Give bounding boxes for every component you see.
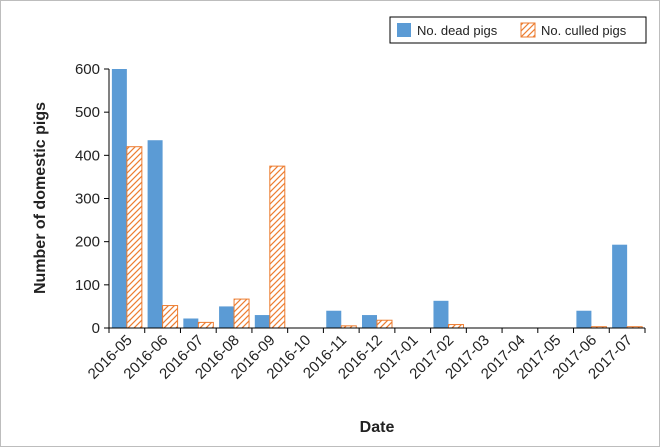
x-axis: 2016-052016-062016-072016-082016-092016-… — [85, 327, 646, 383]
bar-dead-pigs-2016-12 — [362, 315, 377, 328]
bar-culled-pigs-2017-02 — [447, 324, 464, 329]
x-axis-title: Date — [360, 419, 395, 436]
bar-culled-pigs-2016-12 — [376, 319, 393, 329]
y-tick-label: 100 — [75, 277, 100, 294]
legend-label-culled-pigs: No. culled pigs — [541, 23, 627, 38]
bar-dead-pigs-2016-11 — [326, 310, 342, 328]
plot-area — [111, 69, 643, 329]
legend-box — [389, 16, 647, 44]
legend-swatch-culled-pigs — [520, 22, 536, 38]
y-tick-label: 200 — [75, 234, 100, 251]
bar-dead-pigs-2016-08 — [219, 306, 235, 328]
bar-dead-pigs-2017-06 — [576, 310, 592, 328]
bar-dead-pigs-2017-02 — [433, 300, 449, 328]
bar-culled-pigs-2016-08 — [233, 298, 250, 329]
bar-dead-pigs-2017-07 — [612, 244, 628, 328]
y-tick-label: 600 — [75, 61, 100, 78]
y-axis-title: Number of domestic pigs — [32, 102, 49, 294]
y-tick-label: 0 — [92, 320, 100, 337]
bar-dead-pigs-2016-07 — [183, 318, 199, 328]
bar-culled-pigs-2016-06 — [162, 305, 179, 329]
bar-culled-pigs-2016-05 — [126, 146, 143, 329]
y-tick-label: 300 — [75, 191, 100, 208]
legend: No. dead pigs No. culled pigs — [389, 16, 647, 44]
y-tick-label: 400 — [75, 147, 100, 164]
legend-swatch-dead-pigs — [397, 23, 411, 37]
bar-dead-pigs-2016-09 — [254, 315, 270, 328]
legend-label-dead-pigs: No. dead pigs — [417, 23, 498, 38]
bar-culled-pigs-2016-07 — [197, 321, 214, 329]
bar-dead-pigs-2016-06 — [147, 140, 163, 328]
y-axis: 0 100 200 300 400 500 600 — [75, 61, 110, 337]
y-tick-label: 500 — [75, 104, 100, 121]
bar-dead-pigs-2016-05 — [111, 69, 127, 328]
bar-culled-pigs-2016-09 — [269, 165, 286, 329]
